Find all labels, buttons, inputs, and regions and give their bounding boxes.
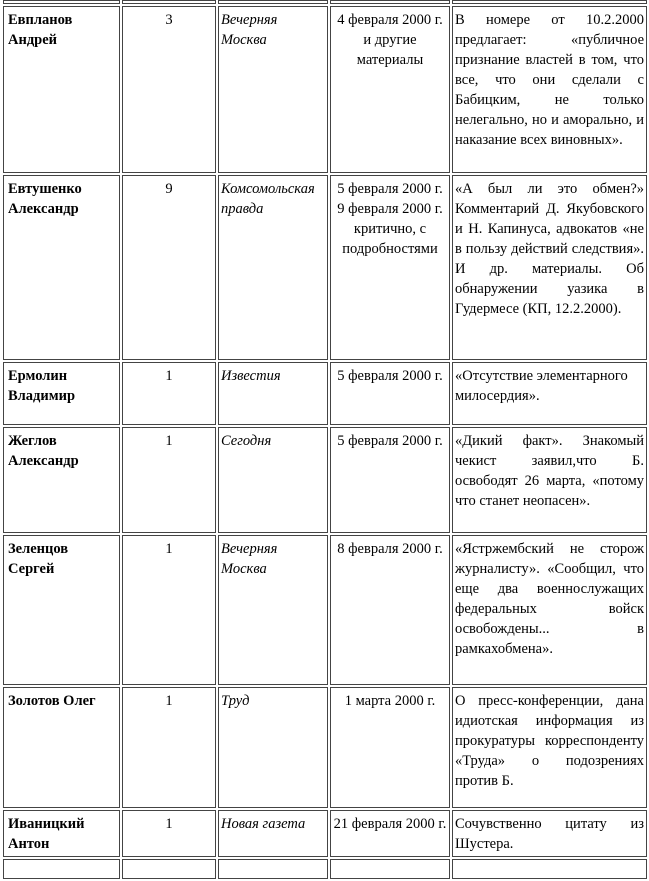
- journalist-name: Евпланов Андрей: [3, 6, 120, 173]
- comment: «Отсутствие элементарного милосердия».: [452, 362, 647, 425]
- publication-date: 5 февраля 2000 г.: [330, 427, 450, 533]
- comment: «Ястржембский не сторож журналисту». «Со…: [452, 535, 647, 685]
- table-cell: [452, 859, 647, 879]
- table-cell: [3, 859, 120, 879]
- publication-count: 9: [122, 175, 216, 360]
- journalist-name: Зеленцов Сергей: [3, 535, 120, 685]
- publication-count: 1: [122, 810, 216, 857]
- publication-date: 1 марта 2000 г.: [330, 687, 450, 808]
- journalist-name: Евтушенко Александр: [3, 175, 120, 360]
- table-row-partial-bottom: [3, 859, 647, 879]
- publication-count: 3: [122, 6, 216, 173]
- publication-date: 5 февраля 2000 г. 9 февраля 2000 г. крити…: [330, 175, 450, 360]
- newspaper: Вечерняя Москва: [218, 6, 328, 173]
- table-cell: [452, 0, 647, 4]
- publication-date: 8 февраля 2000 г.: [330, 535, 450, 685]
- journalist-name: Жеглов Александр: [3, 427, 120, 533]
- table-cell: [3, 0, 120, 4]
- journalist-name: Золотов Олег: [3, 687, 120, 808]
- table-cell: [122, 0, 216, 4]
- newspaper: Комсомольская правда: [218, 175, 328, 360]
- publication-date: 21 февраля 2000 г.: [330, 810, 450, 857]
- table-row: Евтушенко Александр 9 Комсомольская прав…: [3, 175, 647, 360]
- date-line: 5 февраля 2000 г.: [337, 181, 443, 197]
- table-cell: [330, 859, 450, 879]
- newspaper: Вечерняя Москва: [218, 535, 328, 685]
- table-row: Золотов Олег 1 Труд 1 марта 2000 г. О пр…: [3, 687, 647, 808]
- newspaper: Известия: [218, 362, 328, 425]
- publication-date: 4 февраля 2000 г. и другие материалы: [330, 6, 450, 173]
- table-cell: [330, 0, 450, 4]
- table-row: Жеглов Александр 1 Сегодня 5 февраля 200…: [3, 427, 647, 533]
- publication-count: 1: [122, 535, 216, 685]
- newspaper: Сегодня: [218, 427, 328, 533]
- table-cell: [218, 0, 328, 4]
- table-row: Евпланов Андрей 3 Вечерняя Москва 4 февр…: [3, 6, 647, 173]
- table-cell: [122, 859, 216, 879]
- comment: В номере от 10.2.2000 предлагает: «публи…: [452, 6, 647, 173]
- table-row-partial-top: [3, 0, 647, 4]
- comment: Сочувственно цитату из Шустера.: [452, 810, 647, 857]
- comment: О пресс-конференции, дана идиотская инфо…: [452, 687, 647, 808]
- publication-count: 1: [122, 427, 216, 533]
- journalist-name: Иваницкий Антон: [3, 810, 120, 857]
- publication-count: 1: [122, 687, 216, 808]
- publication-count: 1: [122, 362, 216, 425]
- newspaper: Труд: [218, 687, 328, 808]
- comment: «Дикий факт». Знакомый чекист заявил,что…: [452, 427, 647, 533]
- date-line: 9 февраля 2000 г. критично, с подробност…: [337, 201, 443, 257]
- newspaper: Новая газета: [218, 810, 328, 857]
- table-cell: [218, 859, 328, 879]
- table-row: Иваницкий Антон 1 Новая газета 21 феврал…: [3, 810, 647, 857]
- table-row: Ермолин Владимир 1 Известия 5 февраля 20…: [3, 362, 647, 425]
- publication-date: 5 февраля 2000 г.: [330, 362, 450, 425]
- table-row: Зеленцов Сергей 1 Вечерняя Москва 8 февр…: [3, 535, 647, 685]
- journalist-name: Ермолин Владимир: [3, 362, 120, 425]
- comment: «А был ли это обмен?» Комментарий Д. Яку…: [452, 175, 647, 360]
